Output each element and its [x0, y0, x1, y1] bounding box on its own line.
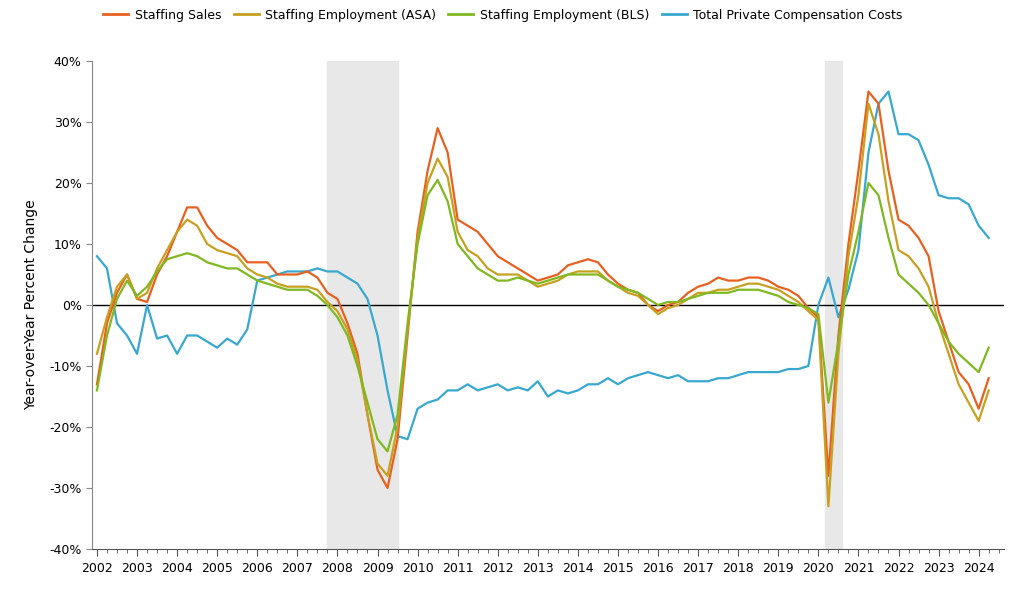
Legend: Staffing Sales, Staffing Employment (ASA), Staffing Employment (BLS), Total Priv: Staffing Sales, Staffing Employment (ASA…: [98, 4, 907, 27]
Bar: [825, 61, 842, 549]
Y-axis label: Year-over-Year Percent Change: Year-over-Year Percent Change: [25, 199, 38, 411]
Bar: [328, 61, 397, 549]
